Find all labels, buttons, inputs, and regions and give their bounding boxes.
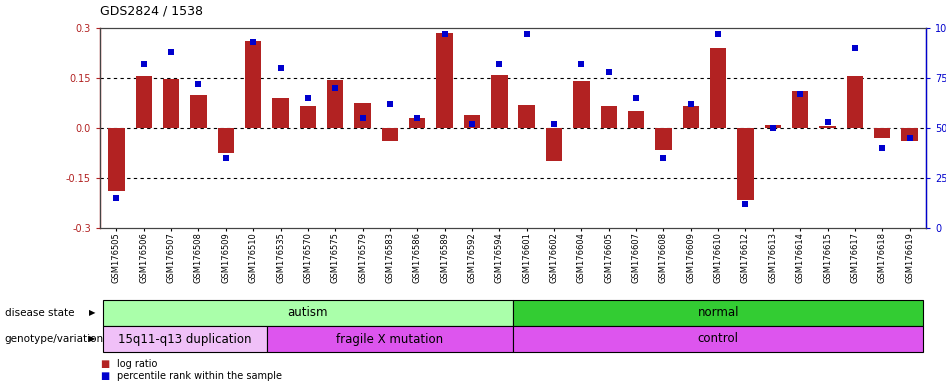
Point xyxy=(246,39,261,45)
Point xyxy=(382,101,397,107)
Text: disease state: disease state xyxy=(5,308,74,318)
Bar xyxy=(272,98,289,128)
Bar xyxy=(764,125,781,128)
Bar xyxy=(267,326,513,352)
Text: log ratio: log ratio xyxy=(117,359,157,369)
Point xyxy=(136,61,151,67)
Point xyxy=(410,115,425,121)
Bar xyxy=(300,106,316,128)
Bar xyxy=(573,81,589,128)
Bar xyxy=(436,33,453,128)
Point xyxy=(738,201,753,207)
Bar xyxy=(108,128,125,191)
Text: ■: ■ xyxy=(100,371,109,381)
Bar xyxy=(513,326,923,352)
Point xyxy=(793,91,808,97)
Point xyxy=(765,125,780,131)
Point xyxy=(628,95,643,101)
Bar xyxy=(245,41,261,128)
Bar xyxy=(518,105,534,128)
Point xyxy=(164,49,179,55)
Bar xyxy=(847,76,863,128)
Point xyxy=(683,101,698,107)
Bar xyxy=(601,106,617,128)
Bar xyxy=(819,126,835,128)
Bar xyxy=(163,79,180,128)
Point xyxy=(601,69,616,75)
Bar xyxy=(546,128,562,161)
Point xyxy=(219,155,234,161)
Bar xyxy=(190,95,206,128)
Bar xyxy=(491,74,508,128)
Bar xyxy=(382,128,398,141)
Point xyxy=(109,195,124,201)
Bar xyxy=(902,128,918,141)
Bar xyxy=(135,76,152,128)
Point xyxy=(875,145,890,151)
Point xyxy=(300,95,315,101)
Bar xyxy=(737,128,754,200)
Text: control: control xyxy=(697,333,739,346)
Point xyxy=(710,31,726,37)
Text: GDS2824 / 1538: GDS2824 / 1538 xyxy=(100,5,203,18)
Point xyxy=(327,85,342,91)
Text: ■: ■ xyxy=(100,359,109,369)
Point xyxy=(273,65,289,71)
Point xyxy=(492,61,507,67)
Bar xyxy=(464,115,481,128)
Bar xyxy=(355,103,371,128)
Bar xyxy=(792,91,809,128)
Text: ▶: ▶ xyxy=(89,334,96,344)
Point xyxy=(656,155,671,161)
Text: fragile X mutation: fragile X mutation xyxy=(337,333,444,346)
Bar xyxy=(513,300,923,326)
Point xyxy=(355,115,370,121)
Bar xyxy=(628,111,644,128)
Text: genotype/variation: genotype/variation xyxy=(5,334,104,344)
Bar xyxy=(103,326,267,352)
Bar xyxy=(710,48,727,128)
Point xyxy=(519,31,534,37)
Point xyxy=(820,119,835,125)
Bar xyxy=(327,79,343,128)
Bar xyxy=(103,300,513,326)
Point xyxy=(547,121,562,127)
Text: percentile rank within the sample: percentile rank within the sample xyxy=(117,371,282,381)
Bar xyxy=(218,128,234,153)
Point xyxy=(848,45,863,51)
Bar xyxy=(683,106,699,128)
Point xyxy=(191,81,206,87)
Point xyxy=(464,121,480,127)
Text: autism: autism xyxy=(288,306,328,319)
Point xyxy=(902,135,918,141)
Bar xyxy=(874,128,890,138)
Bar xyxy=(656,128,672,150)
Text: ▶: ▶ xyxy=(89,308,96,318)
Text: normal: normal xyxy=(697,306,739,319)
Text: 15q11-q13 duplication: 15q11-q13 duplication xyxy=(118,333,252,346)
Point xyxy=(437,31,452,37)
Bar xyxy=(409,118,426,128)
Point xyxy=(574,61,589,67)
